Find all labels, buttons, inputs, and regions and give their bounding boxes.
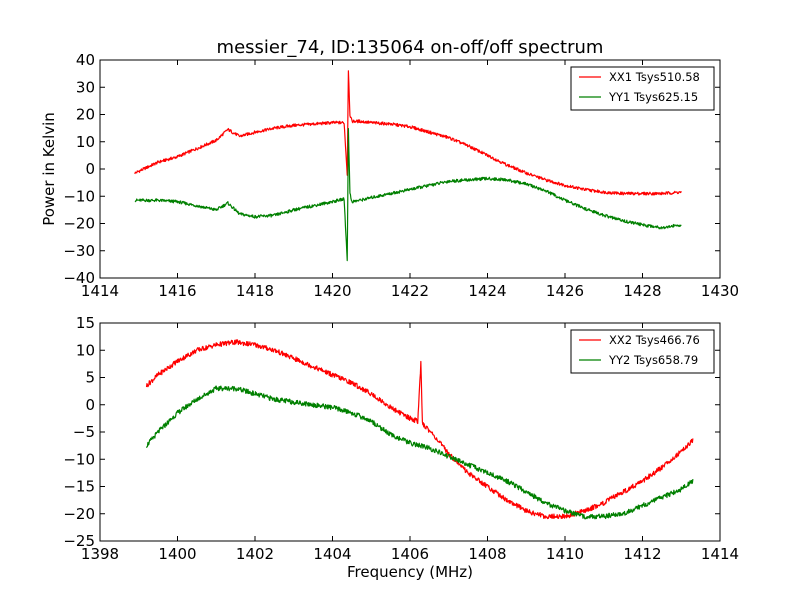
- x-tick-label: 1408: [468, 545, 506, 563]
- x-tick-label: 1416: [158, 282, 196, 300]
- y-tick-label: 10: [76, 341, 95, 359]
- x-tick-label: 1426: [546, 282, 584, 300]
- series-line: [134, 70, 682, 196]
- legend: XX2 Tsys466.76 YY2 Tsys658.79: [570, 329, 715, 374]
- legend-label: XX1 Tsys510.58: [609, 70, 700, 84]
- y-tick-label: −5: [73, 423, 95, 441]
- legend-box: [570, 329, 715, 374]
- legend-box: [570, 66, 715, 111]
- x-tick-label: 1404: [313, 545, 351, 563]
- y-tick-label: −30: [63, 242, 95, 260]
- x-tick-label: 1410: [546, 545, 584, 563]
- series-group: [134, 70, 682, 262]
- y-tick-label: 5: [85, 369, 95, 387]
- y-tick-label: 20: [76, 106, 95, 124]
- y-tick-label: −40: [63, 269, 95, 287]
- plots: 1414 1416 1418 1420 1422 1424 1426 1428 1430 −40 −…: [63, 51, 739, 563]
- legend: XX1 Tsys510.58 YY1 Tsys625.15: [570, 66, 715, 111]
- y-tick-label: 10: [76, 133, 95, 151]
- x-tick-label: 1422: [391, 282, 429, 300]
- series-line: [134, 127, 682, 262]
- series-line: [145, 339, 694, 520]
- x-tick-label: 1424: [468, 282, 506, 300]
- y-tick-label: 30: [76, 78, 95, 96]
- y-axis-label: Power in Kelvin: [40, 112, 58, 226]
- legend-label: YY2 Tsys658.79: [608, 353, 698, 367]
- y-tick-label: −25: [63, 532, 95, 550]
- x-tick-label: 1402: [236, 545, 274, 563]
- legend-label: YY1 Tsys625.15: [608, 90, 698, 104]
- subplot-1: 1414 1416 1418 1420 1422 1424 1426 1428 1430 −40 −…: [63, 51, 739, 300]
- y-tick-label: 15: [76, 314, 95, 332]
- y-tick-label: 40: [76, 51, 95, 69]
- y-tick-label: −15: [63, 478, 95, 496]
- y-tick-label: −10: [63, 187, 95, 205]
- x-tick-label: 1400: [158, 545, 196, 563]
- x-tick-label: 1414: [701, 545, 739, 563]
- x-axis-label: Frequency (MHz): [347, 563, 473, 581]
- x-tick-label: 1398: [81, 545, 119, 563]
- chart-title: messier_74, ID:135064 on-off/off spectru…: [217, 37, 604, 58]
- legend-label: XX2 Tsys466.76: [609, 333, 700, 347]
- x-tick-label: 1406: [391, 545, 429, 563]
- y-tick-label: 0: [85, 396, 95, 414]
- y-tick-label: −10: [63, 450, 95, 468]
- x-tick-label: 1430: [701, 282, 739, 300]
- x-tick-label: 1414: [81, 282, 119, 300]
- x-tick-label: 1412: [623, 545, 661, 563]
- x-tick-label: 1428: [623, 282, 661, 300]
- x-tick-label: 1420: [313, 282, 351, 300]
- y-tick-label: −20: [63, 505, 95, 523]
- y-tick-label: 0: [85, 160, 95, 178]
- series-group: [145, 339, 694, 520]
- series-line: [145, 385, 694, 520]
- y-tick-label: −20: [63, 215, 95, 233]
- subplot-2: 1398 1400 1402 1404 1406 1408 1410 1412 1414 −25 −…: [63, 314, 739, 563]
- x-tick-label: 1418: [236, 282, 274, 300]
